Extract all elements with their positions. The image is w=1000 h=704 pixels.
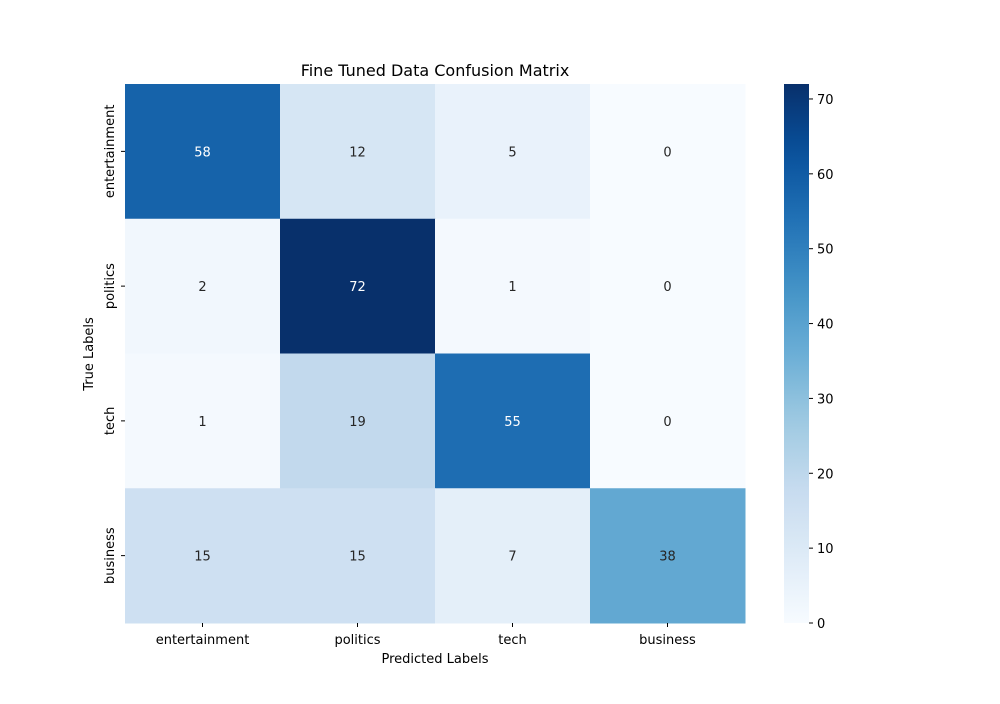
x-tick-label: business [639, 633, 696, 648]
colorbar-gradient [784, 84, 809, 623]
cell-value: 7 [508, 550, 516, 565]
colorbar-tick-label: 40 [817, 318, 834, 333]
heatmap-cell [435, 218, 591, 354]
x-axis-label: Predicted Labels [381, 652, 488, 667]
colorbar-tick-label: 0 [817, 617, 825, 632]
cell-annotations: 58 12 5 0 2 72 1 0 1 19 55 0 15 15 7 38 [194, 145, 676, 564]
heatmap-cell [280, 84, 436, 220]
cell-value: 12 [349, 145, 366, 160]
heatmap-cell [280, 353, 436, 489]
cell-value: 0 [663, 145, 671, 160]
heatmap-cell [125, 353, 281, 489]
cell-value: 19 [349, 415, 366, 430]
heatmap-cell [435, 488, 591, 624]
heatmap-cell [125, 84, 281, 220]
cell-value: 15 [194, 550, 211, 565]
cell-value: 0 [663, 415, 671, 430]
heatmap-cells [125, 84, 746, 624]
cell-value: 0 [663, 280, 671, 295]
cell-value: 38 [659, 550, 676, 565]
cell-value: 5 [508, 145, 516, 160]
y-tick-label: entertainment [103, 105, 118, 199]
x-tick-label: tech [498, 633, 526, 648]
cell-value: 58 [194, 145, 211, 160]
cell-value: 55 [504, 415, 521, 430]
colorbar-tick-label: 70 [817, 93, 834, 108]
heatmap-cell [280, 488, 436, 624]
heatmap-cell [280, 218, 436, 354]
colorbar-tick-label: 50 [817, 243, 834, 258]
x-tick-label: politics [334, 633, 380, 648]
cell-value: 72 [349, 280, 366, 295]
y-tick-label: business [103, 527, 118, 584]
axes: entertainment politics tech business enterta… [103, 105, 696, 648]
cell-value: 1 [198, 415, 206, 430]
heatmap-cell [435, 84, 591, 220]
colorbar-tick-label: 10 [817, 542, 834, 557]
heatmap-cell [590, 488, 746, 624]
colorbar-tick-label: 30 [817, 392, 834, 407]
cell-value: 2 [198, 280, 206, 295]
heatmap-cell [590, 353, 746, 489]
colorbar: 0 10 20 30 40 50 60 70 [784, 84, 834, 632]
colorbar-tick-label: 20 [817, 467, 834, 482]
y-axis-label: True Labels [82, 317, 97, 392]
heatmap-cell [435, 353, 591, 489]
y-tick-label: politics [103, 263, 118, 309]
cell-value: 1 [508, 280, 516, 295]
heatmap-cell [125, 218, 281, 354]
chart-title: Fine Tuned Data Confusion Matrix [301, 61, 570, 80]
heatmap-cell [590, 84, 746, 220]
heatmap-cell [125, 488, 281, 624]
colorbar-tick-label: 60 [817, 168, 834, 183]
x-tick-label: entertainment [156, 633, 250, 648]
heatmap-cell [590, 218, 746, 354]
cell-value: 15 [349, 550, 366, 565]
y-tick-label: tech [103, 407, 118, 435]
